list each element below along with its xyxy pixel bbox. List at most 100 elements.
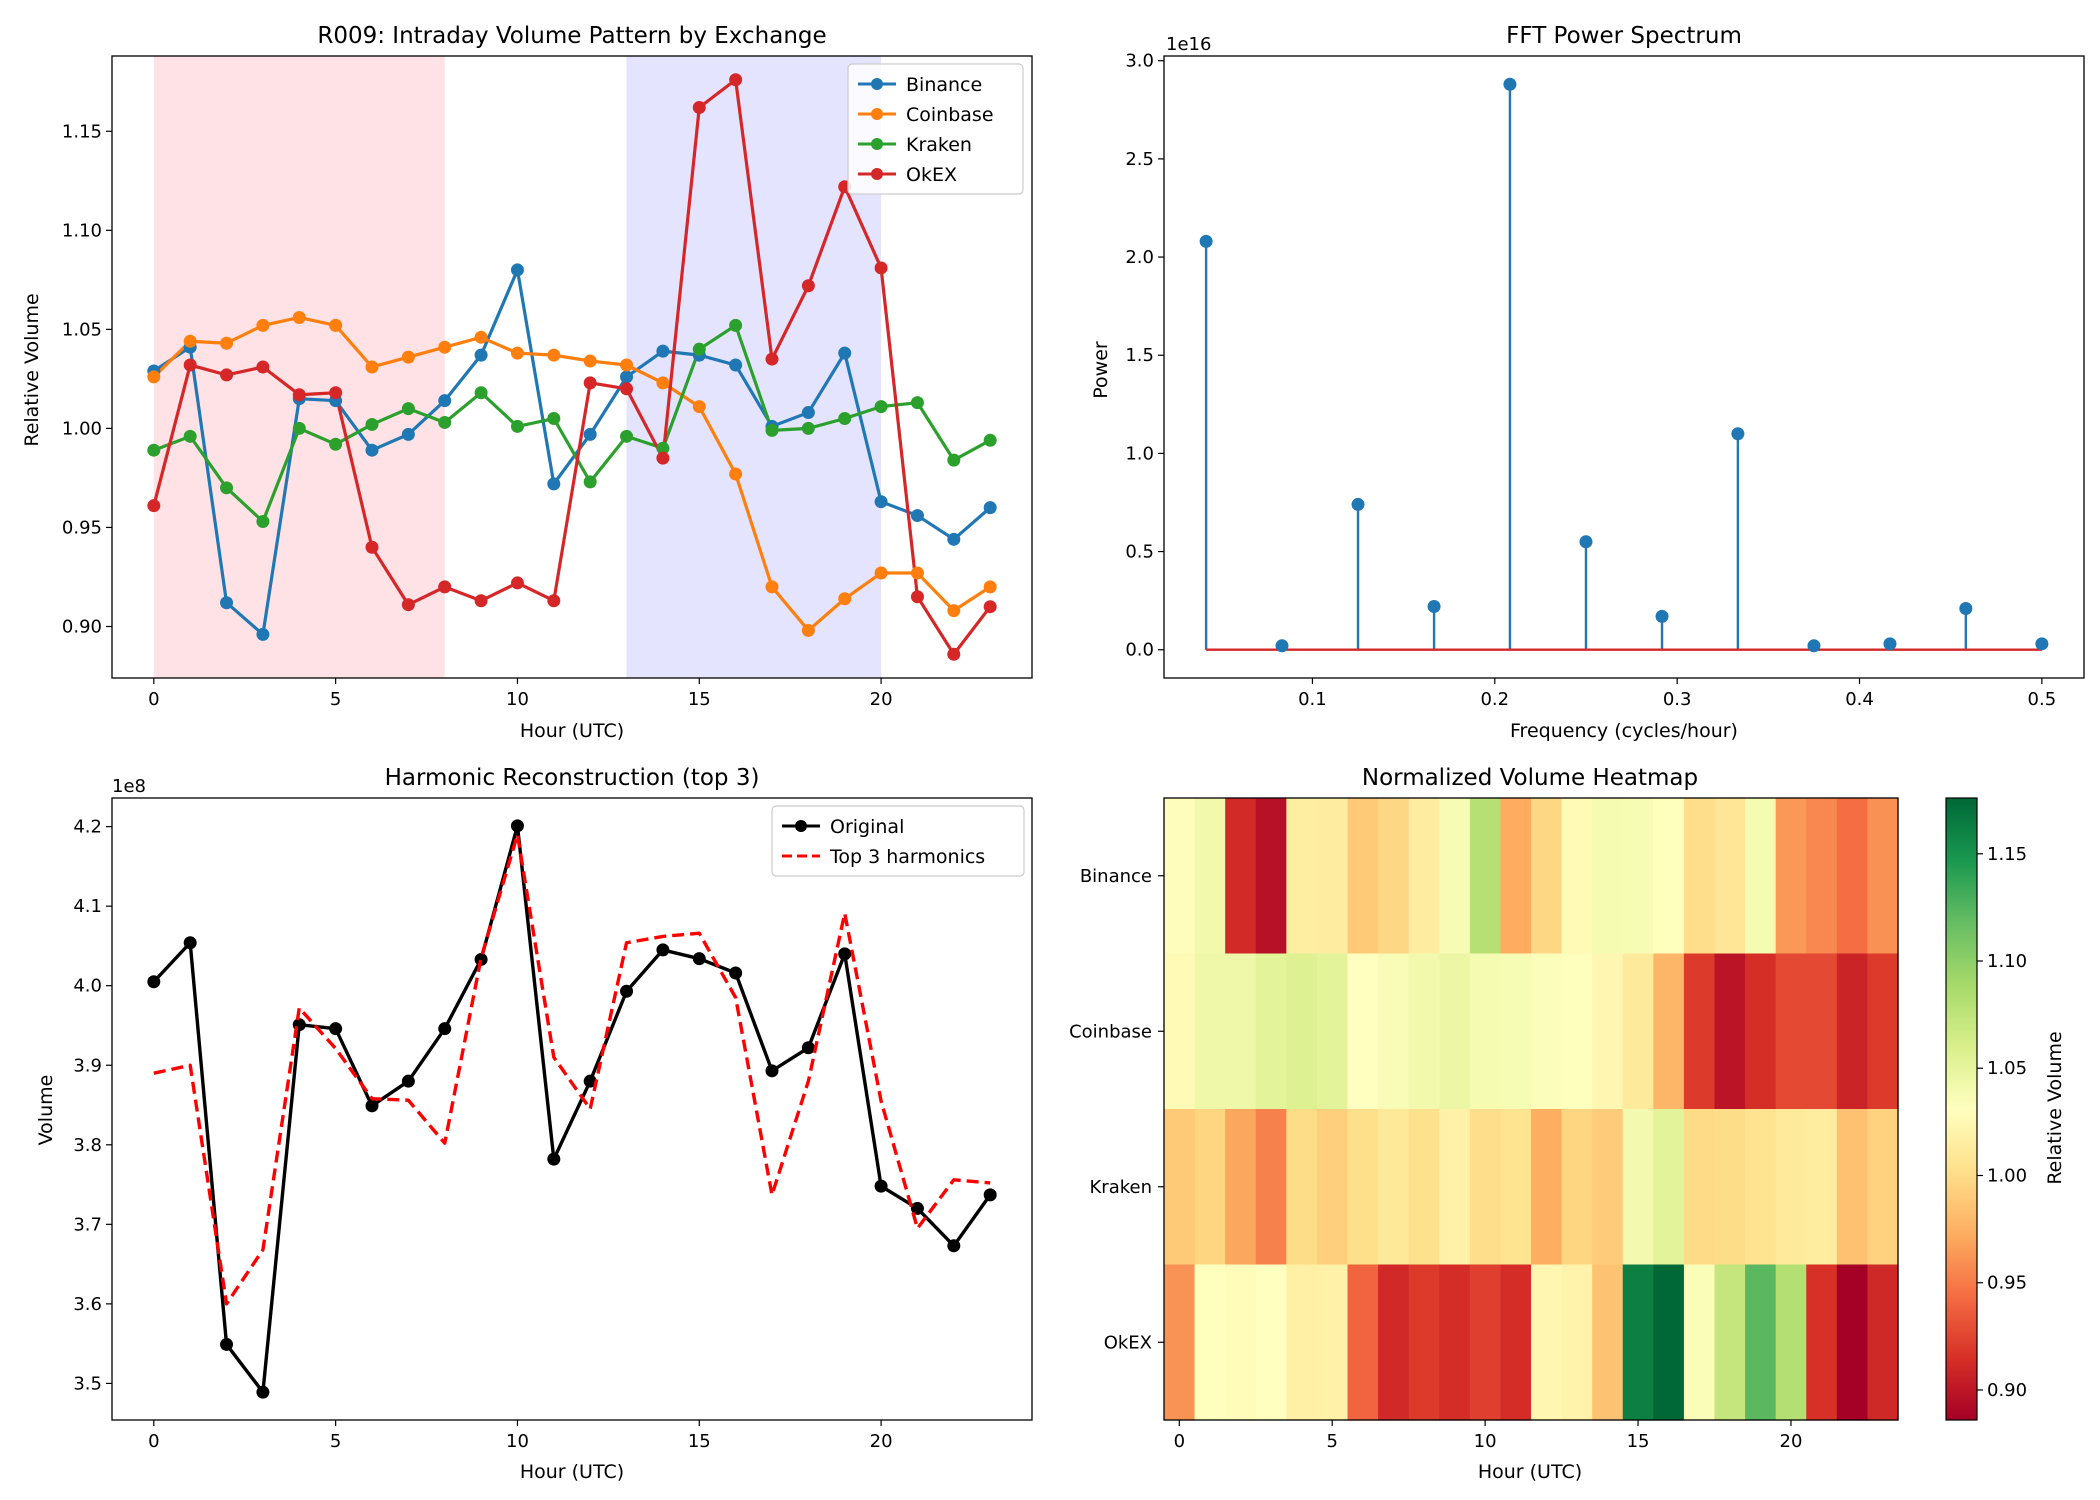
heatmap-cell bbox=[1775, 953, 1807, 1110]
data-point bbox=[365, 360, 379, 374]
heatmap-cell bbox=[1286, 1109, 1318, 1266]
y-tick-label: 1.05 bbox=[62, 319, 102, 340]
data-point bbox=[401, 427, 415, 441]
heatmap-cell bbox=[1500, 953, 1532, 1110]
x-tick-label: 5 bbox=[1326, 1431, 1337, 1452]
heatmap-cell bbox=[1745, 1109, 1777, 1266]
data-point bbox=[620, 984, 634, 998]
heatmap-cell bbox=[1408, 1109, 1440, 1266]
data-point bbox=[874, 566, 888, 580]
heatmap-cell bbox=[1378, 798, 1410, 955]
heatmap-cell bbox=[1867, 1109, 1899, 1266]
heatmap-cell bbox=[1745, 798, 1777, 955]
heatmap-cell bbox=[1653, 953, 1685, 1110]
y-tick-label: 0.95 bbox=[62, 517, 102, 538]
data-point bbox=[801, 1041, 815, 1055]
data-point bbox=[220, 481, 234, 495]
stem-marker bbox=[2035, 637, 2049, 651]
data-point bbox=[474, 330, 488, 344]
data-point bbox=[583, 427, 597, 441]
heatmap-cell bbox=[1286, 1264, 1318, 1421]
data-point bbox=[656, 376, 670, 390]
heatmap-cell bbox=[1683, 953, 1716, 1110]
stem-marker bbox=[1959, 601, 1973, 615]
harmonic-reconstruction-chart: Harmonic Reconstruction (top 3) Hour (UT… bbox=[35, 765, 1033, 1483]
y-tick-label: 0.90 bbox=[62, 616, 102, 637]
x-tick-label: 20 bbox=[870, 689, 893, 710]
data-point bbox=[547, 477, 561, 491]
stem-marker bbox=[1807, 639, 1821, 653]
data-point bbox=[256, 318, 270, 332]
data-point bbox=[547, 348, 561, 362]
heatmap-cell bbox=[1194, 1109, 1226, 1266]
heatmap-cell bbox=[1561, 953, 1593, 1110]
data-point bbox=[838, 346, 852, 360]
x-tick-label: 15 bbox=[688, 689, 711, 710]
legend-box bbox=[847, 63, 1024, 195]
data-point bbox=[729, 73, 743, 87]
data-point bbox=[692, 400, 706, 414]
plot-frame bbox=[111, 797, 1033, 1421]
x-tick-label: 10 bbox=[1474, 1431, 1497, 1452]
heatmap-cell bbox=[1622, 953, 1654, 1110]
data-point bbox=[656, 943, 670, 957]
original-line bbox=[152, 824, 992, 1394]
y-tick-label: 4.2 bbox=[73, 817, 102, 838]
data-point bbox=[692, 101, 706, 115]
data-point bbox=[401, 1074, 415, 1088]
y-axis-label: Volume bbox=[35, 1075, 57, 1146]
heatmap-cell bbox=[1316, 1109, 1349, 1266]
y-tick-label: 0.0 bbox=[1125, 640, 1154, 661]
x-tick-label: 15 bbox=[1627, 1431, 1650, 1452]
heatmap-cell bbox=[1836, 1264, 1869, 1421]
data-point bbox=[510, 263, 524, 277]
data-point bbox=[620, 358, 634, 372]
data-point bbox=[910, 396, 924, 410]
data-point bbox=[220, 1337, 234, 1351]
heatmap-cell bbox=[1378, 1264, 1410, 1421]
data-point bbox=[438, 394, 452, 408]
data-point bbox=[401, 598, 415, 612]
data-point bbox=[765, 580, 779, 594]
data-point bbox=[183, 334, 197, 348]
colorbar bbox=[1945, 797, 1978, 1421]
heatmap-cell bbox=[1378, 1109, 1410, 1266]
y-tick-label: 1.00 bbox=[62, 418, 102, 439]
heatmap-cell bbox=[1836, 953, 1869, 1110]
plot-frame bbox=[1163, 797, 1899, 1421]
data-point bbox=[220, 596, 234, 610]
stem-marker bbox=[1883, 637, 1897, 651]
fft-power-spectrum-chart: FFT Power Spectrum Frequency (cycles/hou… bbox=[1090, 23, 2085, 742]
heatmap-cell bbox=[1439, 1109, 1471, 1266]
data-point bbox=[656, 344, 670, 358]
heatmap-cell bbox=[1255, 953, 1287, 1110]
data-point bbox=[947, 647, 961, 661]
heatmap-cell bbox=[1683, 1109, 1716, 1266]
y-tick-label: 3.8 bbox=[73, 1135, 102, 1156]
heatmap-cell bbox=[1775, 798, 1807, 955]
data-point bbox=[438, 580, 452, 594]
heatmap-cell bbox=[1561, 798, 1593, 955]
x-tick-label: 10 bbox=[506, 1431, 529, 1452]
heatmap-cell bbox=[1164, 953, 1196, 1110]
x-tick-label: 20 bbox=[1780, 1431, 1803, 1452]
x-tick-label: 0 bbox=[148, 689, 159, 710]
heatmap-cell bbox=[1164, 1109, 1196, 1266]
data-point bbox=[656, 441, 670, 455]
heatmap-cell bbox=[1714, 1109, 1746, 1266]
data-point bbox=[147, 975, 161, 989]
heatmap-cell bbox=[1316, 953, 1349, 1110]
chart-title: R009: Intraday Volume Pattern by Exchang… bbox=[317, 23, 826, 49]
data-point bbox=[183, 936, 197, 950]
data-point bbox=[874, 1179, 888, 1193]
data-point bbox=[765, 352, 779, 366]
data-point bbox=[147, 370, 161, 384]
data-point bbox=[438, 415, 452, 429]
heatmap-cell bbox=[1531, 798, 1563, 955]
y-tick-label: 1.0 bbox=[1125, 443, 1154, 464]
stem-marker bbox=[1731, 427, 1745, 441]
heatmap-cell bbox=[1867, 1264, 1899, 1421]
data-point bbox=[801, 279, 815, 293]
x-tick-label: 0.3 bbox=[1663, 689, 1692, 710]
heatmap-cell bbox=[1714, 953, 1746, 1110]
